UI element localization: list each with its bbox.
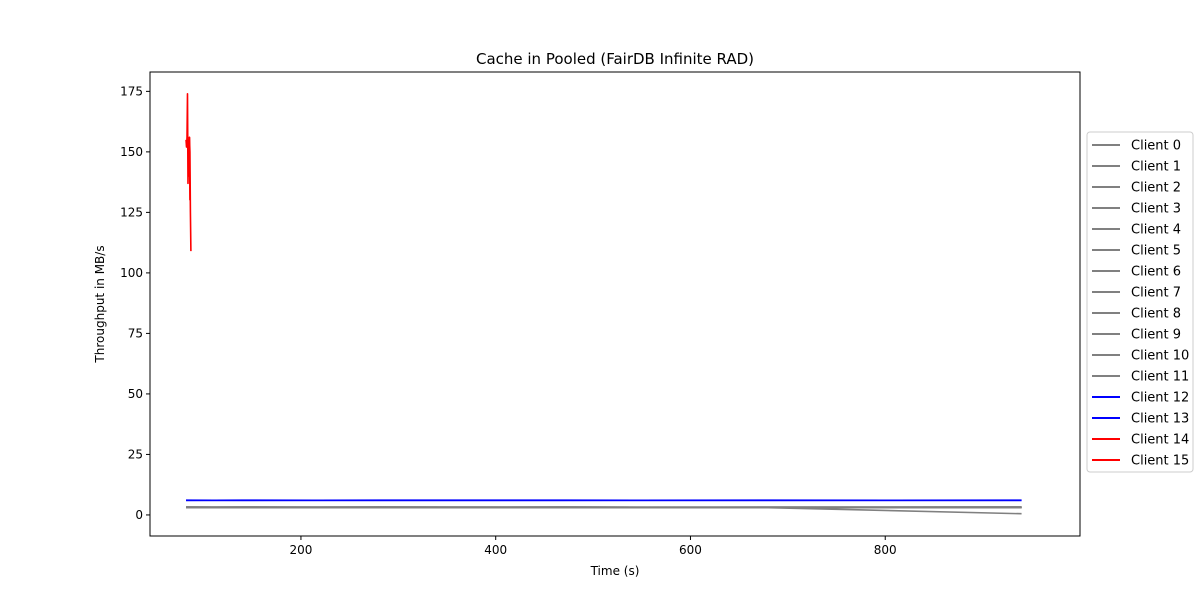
legend-entry-label: Client 10 [1131,349,1189,364]
legend-entry-label: Client 7 [1131,286,1181,301]
legend-entry-label: Client 11 [1131,370,1189,385]
legend-entry-label: Client 0 [1131,139,1181,154]
legend-entry-label: Client 9 [1131,328,1181,343]
y-tick-label: 100 [120,266,143,280]
legend-entry-label: Client 3 [1131,202,1181,217]
legend: Client 0 Client 1 Client 2 Client 3 Client 4… [1086,131,1194,473]
y-axis: 0 25 50 75 100 125 150 175 [120,84,150,522]
legend-entry-label: Client 4 [1131,223,1181,238]
y-tick-label: 150 [120,145,143,159]
x-tick-label: 400 [484,543,507,557]
y-tick-label: 75 [128,326,143,340]
x-axis: 200 400 600 800 [289,536,897,557]
y-tick-label: 125 [120,205,143,219]
series-line-client-15 [187,136,192,252]
legend-entry-label: Client 1 [1131,160,1181,175]
legend-entry-label: Client 8 [1131,307,1181,322]
y-axis-label: Throughput in MB/s [93,245,107,363]
plot-area [149,71,1081,537]
x-tick-label: 800 [874,543,897,557]
series-layer [185,92,1022,515]
y-tick-label: 0 [135,508,143,522]
y-tick-label: 50 [128,387,143,401]
series-line-client-11 [186,506,1022,515]
legend-entry-label: Client 6 [1131,265,1181,280]
x-tick-label: 200 [289,543,312,557]
x-tick-label: 600 [679,543,702,557]
legend-entry-label: Client 15 [1131,454,1189,469]
legend-entry-label: Client 14 [1131,433,1189,448]
chart-title: Cache in Pooled (FairDB Infinite RAD) [476,50,754,68]
y-tick-label: 25 [128,447,143,461]
legend-box [1086,131,1194,473]
x-axis-label: Time (s) [590,564,640,578]
legend-entry-label: Client 12 [1131,391,1189,406]
legend-entry-label: Client 13 [1131,412,1189,427]
y-tick-label: 175 [120,84,143,98]
legend-entry-label: Client 5 [1131,244,1181,259]
legend-entry-label: Client 2 [1131,181,1181,196]
